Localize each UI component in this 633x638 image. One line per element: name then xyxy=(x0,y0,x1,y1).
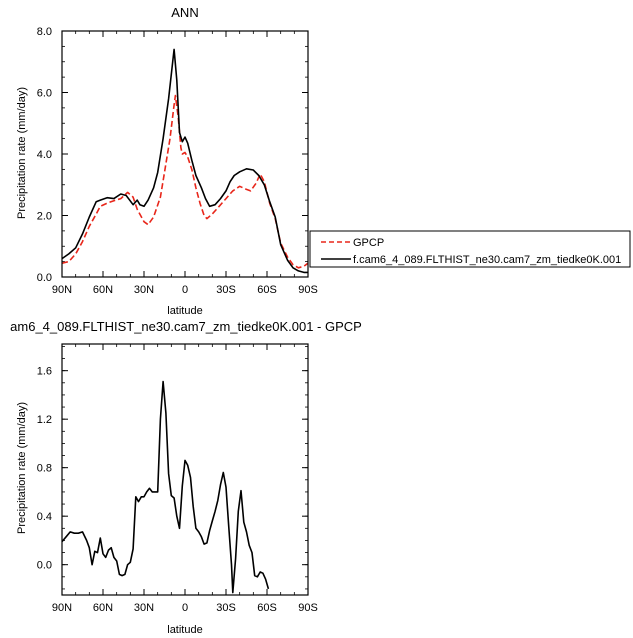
bottom-y-tick-label: 0.4 xyxy=(37,511,52,523)
top-x-tick-label: 60S xyxy=(257,284,277,296)
bottom-series-line-0 xyxy=(61,380,270,594)
bottom-plot-frame xyxy=(61,343,309,596)
top-panel: ANN Precipitation rate (mm/day) latitude… xyxy=(16,5,318,317)
top-chart-title: ANN xyxy=(171,5,198,20)
top-y-tick-label: 8.0 xyxy=(37,26,52,38)
top-x-tick-label: 90N xyxy=(52,284,72,296)
top-series-group xyxy=(61,48,309,274)
top-series-line-1 xyxy=(61,48,308,274)
legend-label-model: f.cam6_4_089.FLTHIST_ne30.cam7_zm_tiedke… xyxy=(353,254,621,266)
bottom-x-tick-label: 60N xyxy=(93,602,113,614)
top-x-tick-label: 60N xyxy=(93,284,113,296)
top-x-tick-label: 30S xyxy=(216,284,236,296)
top-x-tick-label: 30N xyxy=(134,284,154,296)
bottom-x-tick-label: 0 xyxy=(182,602,188,614)
top-series-line-0 xyxy=(61,94,309,269)
top-x-axis-label: latitude xyxy=(167,305,202,317)
bottom-axes: 90N 60N 30N 0 30S 60S 90S 0.0 0.4 0.8 1.2 1.6 xyxy=(37,344,318,614)
legend-label-gpcp: GPCP xyxy=(353,237,384,249)
bottom-y-tick-label: 0.0 xyxy=(37,560,52,572)
bottom-x-tick-label: 90S xyxy=(298,602,318,614)
bottom-y-axis-label: Precipitation rate (mm/day) xyxy=(16,402,28,534)
bottom-series-group xyxy=(61,380,270,594)
top-y-tick-label: 4.0 xyxy=(37,149,52,161)
bottom-y-tick-label: 0.8 xyxy=(37,463,52,475)
bottom-x-tick-label: 30N xyxy=(134,602,154,614)
bottom-y-tick-label: 1.6 xyxy=(37,366,52,378)
bottom-y-tick-label: 1.2 xyxy=(37,414,52,426)
top-axes: 90N 60N 30N 0 30S 60S 90S 0.0 2.0 4.0 6.0 8.0 xyxy=(37,26,318,296)
bottom-x-axis-label: latitude xyxy=(167,624,202,636)
legend-box xyxy=(309,230,631,268)
bottom-panel: am6_4_089.FLTHIST_ne30.cam7_zm_tiedke0K.… xyxy=(10,319,362,636)
legend: GPCP f.cam6_4_089.FLTHIST_ne30.cam7_zm_t… xyxy=(309,230,631,268)
top-x-tick-label: 0 xyxy=(182,284,188,296)
bottom-x-tick-label: 60S xyxy=(257,602,277,614)
top-y-tick-label: 6.0 xyxy=(37,88,52,100)
top-y-axis-label: Precipitation rate (mm/day) xyxy=(16,87,28,219)
top-y-tick-label: 2.0 xyxy=(37,211,52,223)
top-x-tick-label: 90S xyxy=(298,284,318,296)
bottom-x-tick-label: 90N xyxy=(52,602,72,614)
top-y-tick-label: 0.0 xyxy=(37,272,52,284)
bottom-chart-title: am6_4_089.FLTHIST_ne30.cam7_zm_tiedke0K.… xyxy=(10,319,362,334)
bottom-x-tick-label: 30S xyxy=(216,602,236,614)
top-plot-frame xyxy=(61,30,309,278)
